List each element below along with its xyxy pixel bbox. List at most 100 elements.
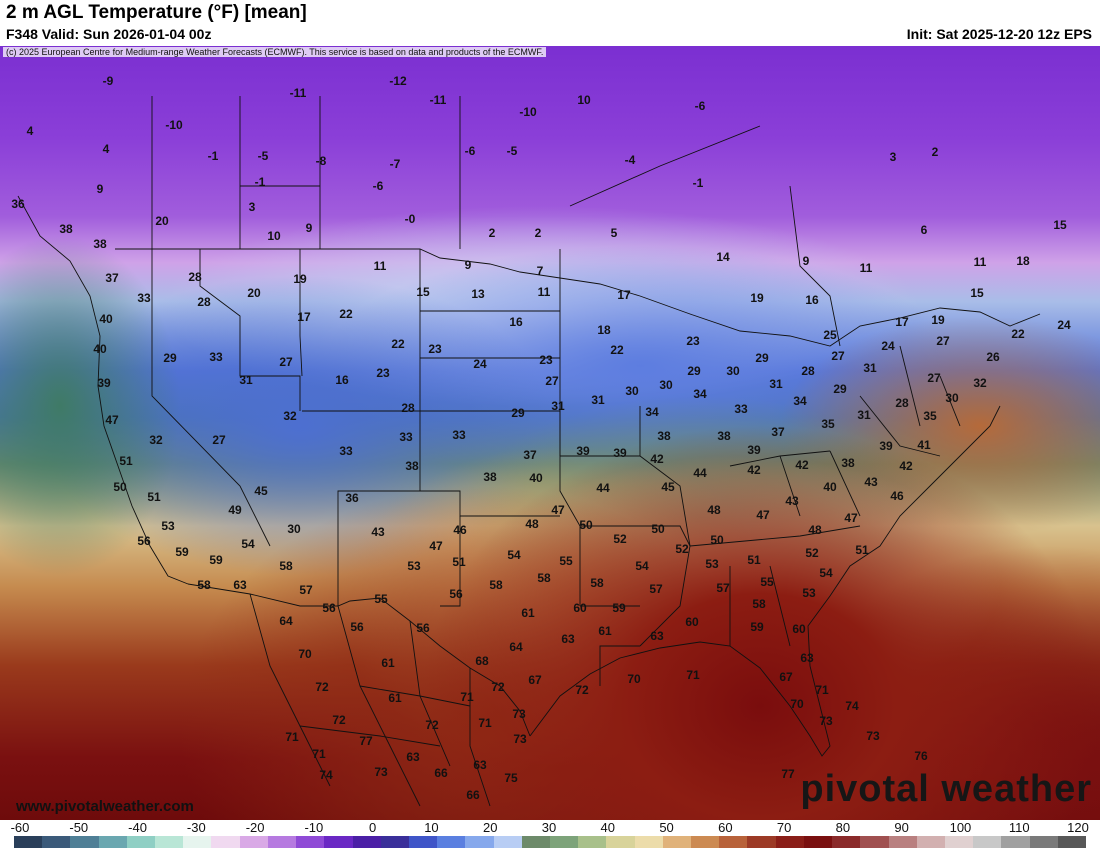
temperature-label: 58 xyxy=(279,559,292,573)
temperature-label: 19 xyxy=(750,291,763,305)
temperature-label: 17 xyxy=(617,288,630,302)
temperature-label: 15 xyxy=(970,286,983,300)
temperature-label: 9 xyxy=(97,182,104,196)
temperature-label: 56 xyxy=(322,601,335,615)
temperature-label: 46 xyxy=(890,489,903,503)
colorbar-swatch xyxy=(889,836,918,848)
temperature-label: 61 xyxy=(598,624,611,638)
colorbar-swatch xyxy=(832,836,861,848)
temperature-label: 42 xyxy=(650,452,663,466)
temperature-label: 33 xyxy=(452,428,465,442)
temperature-label: 16 xyxy=(509,315,522,329)
temperature-label: -5 xyxy=(258,149,269,163)
colorbar-tick: -10 xyxy=(304,820,323,835)
colorbar-swatch xyxy=(155,836,184,848)
temperature-label: 43 xyxy=(864,475,877,489)
temperature-label: 47 xyxy=(756,508,769,522)
colorbar-swatch xyxy=(465,836,494,848)
temperature-map[interactable]: -9 -12 10 -6 -11 -11 -10 -10 4 4 -6 -5 -1 -5 -8 -7 -4 3 2 9… xyxy=(0,46,1100,820)
temperature-label: 6 xyxy=(921,223,928,237)
colorbar-tick: 120 xyxy=(1067,820,1089,835)
temperature-label: 29 xyxy=(833,382,846,396)
temperature-label: 39 xyxy=(576,444,589,458)
temperature-label: 47 xyxy=(429,539,442,553)
temperature-label: 42 xyxy=(747,463,760,477)
header: 2 m AGL Temperature (°F) [mean] F348 Val… xyxy=(0,0,1100,46)
temperature-label: 58 xyxy=(197,578,210,592)
temperature-label: 4 xyxy=(27,124,34,138)
temperature-label: 61 xyxy=(381,656,394,670)
temperature-label: 24 xyxy=(881,339,894,353)
temperature-label: -11 xyxy=(290,86,307,100)
temperature-label: 61 xyxy=(388,691,401,705)
temperature-label: 73 xyxy=(513,732,526,746)
temperature-label: 71 xyxy=(478,716,491,730)
temperature-label: 29 xyxy=(511,406,524,420)
colorbar-tick: 50 xyxy=(659,820,673,835)
temperature-label: 48 xyxy=(525,517,538,531)
temperature-label: 29 xyxy=(687,364,700,378)
temperature-label: 71 xyxy=(312,747,325,761)
temperature-label: 71 xyxy=(686,668,699,682)
colorbar-tick: 100 xyxy=(950,820,972,835)
temperature-label: 47 xyxy=(551,503,564,517)
temperature-label: 42 xyxy=(795,458,808,472)
colorbar-swatch xyxy=(353,836,382,848)
temperature-label: 33 xyxy=(734,402,747,416)
temperature-label: -7 xyxy=(390,157,401,171)
temperature-label: 61 xyxy=(521,606,534,620)
temperature-label: 44 xyxy=(596,481,609,495)
website-url[interactable]: www.pivotalweather.com xyxy=(16,798,194,815)
colorbar-tick: 90 xyxy=(894,820,908,835)
temperature-label: 17 xyxy=(297,310,310,324)
temperature-label: -9 xyxy=(103,74,114,88)
temperature-label: 56 xyxy=(416,621,429,635)
temperature-label: 60 xyxy=(685,615,698,629)
temperature-label: 11 xyxy=(860,261,873,275)
temperature-label: 37 xyxy=(771,425,784,439)
temperature-label: 41 xyxy=(917,438,930,452)
temperature-label: 49 xyxy=(228,503,241,517)
temperature-label: 53 xyxy=(802,586,815,600)
temperature-label: 24 xyxy=(1057,318,1070,332)
temperature-label: 34 xyxy=(793,394,806,408)
temperature-label: -6 xyxy=(373,179,384,193)
temperature-label: 25 xyxy=(823,328,836,342)
temperature-label: 10 xyxy=(267,229,280,243)
colorbar-tick: 20 xyxy=(483,820,497,835)
temperature-label: 22 xyxy=(1011,327,1024,341)
colorbar-swatch xyxy=(494,836,523,848)
temperature-label: 53 xyxy=(161,519,174,533)
temperature-label: 55 xyxy=(374,592,387,606)
colorbar-swatch xyxy=(1058,836,1087,848)
colorbar-swatch xyxy=(99,836,128,848)
temperature-label: 58 xyxy=(590,576,603,590)
temperature-label: 45 xyxy=(661,480,674,494)
colorbar-tick: -40 xyxy=(128,820,147,835)
temperature-label: 26 xyxy=(986,350,999,364)
temperature-label: 59 xyxy=(175,545,188,559)
colorbar-swatch xyxy=(1001,836,1030,848)
temperature-label: -8 xyxy=(316,154,327,168)
colorbar-tick: 60 xyxy=(718,820,732,835)
temperature-label: 27 xyxy=(936,334,949,348)
temperature-label: 70 xyxy=(298,647,311,661)
temperature-label: 36 xyxy=(345,491,358,505)
temperature-label: 28 xyxy=(801,364,814,378)
temperature-label: 70 xyxy=(790,697,803,711)
temperature-label: 19 xyxy=(931,313,944,327)
temperature-label: 18 xyxy=(1016,254,1029,268)
colorbar-swatch xyxy=(14,836,43,848)
temperature-label: 53 xyxy=(705,557,718,571)
temperature-label: 33 xyxy=(137,291,150,305)
temperature-label: 40 xyxy=(99,312,112,326)
temperature-label: 67 xyxy=(779,670,792,684)
colorbar-swatch xyxy=(945,836,974,848)
temperature-label: 9 xyxy=(306,221,313,235)
temperature-label: 27 xyxy=(927,371,940,385)
temperature-label: 50 xyxy=(579,518,592,532)
temperature-label: 45 xyxy=(254,484,267,498)
temperature-label: 44 xyxy=(693,466,706,480)
temperature-label: 4 xyxy=(103,142,110,156)
colorbar-swatch xyxy=(437,836,466,848)
